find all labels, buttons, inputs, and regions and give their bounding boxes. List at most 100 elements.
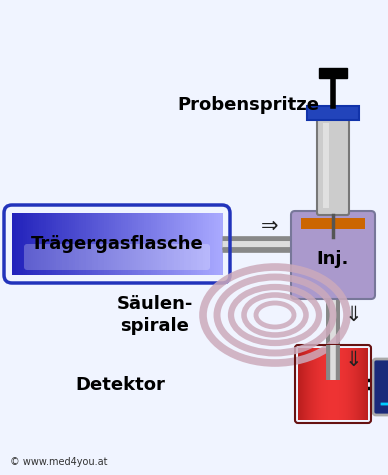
Bar	[203, 213, 206, 275]
Bar	[18, 213, 21, 275]
Bar	[62, 213, 66, 275]
Bar	[73, 213, 76, 275]
Bar	[174, 213, 177, 275]
Bar	[75, 213, 78, 275]
Bar	[81, 213, 85, 275]
Bar	[363, 348, 364, 420]
Bar	[316, 348, 317, 420]
Bar	[56, 213, 59, 275]
Bar	[134, 213, 137, 275]
Bar	[302, 348, 303, 420]
Bar	[144, 213, 147, 275]
Bar	[123, 213, 126, 275]
Bar	[298, 348, 299, 420]
Bar	[71, 213, 74, 275]
Bar	[315, 348, 316, 420]
Text: © www.med4you.at: © www.med4you.at	[10, 457, 107, 467]
Bar	[54, 213, 57, 275]
Bar	[310, 348, 311, 420]
Bar	[69, 213, 72, 275]
Bar	[88, 213, 91, 275]
Bar	[307, 106, 359, 120]
Bar	[12, 213, 15, 275]
Bar	[358, 348, 359, 420]
Bar	[344, 348, 345, 420]
Bar	[205, 213, 208, 275]
Bar	[342, 348, 343, 420]
Text: Inj.: Inj.	[317, 250, 349, 268]
Bar	[92, 213, 95, 275]
Bar	[327, 348, 328, 420]
Bar	[67, 213, 70, 275]
Bar	[321, 348, 322, 420]
Bar	[345, 348, 346, 420]
Bar	[58, 213, 61, 275]
Bar	[343, 348, 344, 420]
Bar	[325, 348, 326, 420]
Text: ⇓: ⇓	[344, 350, 362, 370]
Bar	[60, 213, 63, 275]
Bar	[362, 348, 363, 420]
Text: Trägergasflasche: Trägergasflasche	[31, 235, 203, 253]
Bar	[43, 213, 47, 275]
Bar	[191, 213, 194, 275]
Bar	[354, 348, 355, 420]
Text: ⇒: ⇒	[261, 216, 279, 236]
Bar	[195, 213, 198, 275]
Bar	[328, 348, 329, 420]
Bar	[332, 348, 333, 420]
Bar	[357, 348, 358, 420]
Bar	[48, 213, 51, 275]
Bar	[140, 213, 143, 275]
Bar	[314, 348, 315, 420]
Bar	[16, 213, 19, 275]
Bar	[104, 213, 107, 275]
Bar	[338, 348, 339, 420]
Bar	[326, 348, 327, 420]
Bar	[149, 213, 152, 275]
Bar	[308, 348, 309, 420]
FancyBboxPatch shape	[291, 211, 375, 299]
Bar	[214, 213, 217, 275]
Bar	[366, 348, 367, 420]
Text: Probenspritze: Probenspritze	[177, 96, 319, 114]
Bar	[100, 213, 103, 275]
Bar	[37, 213, 40, 275]
Bar	[165, 213, 168, 275]
Bar	[153, 213, 156, 275]
Bar	[351, 348, 352, 420]
Bar	[322, 348, 323, 420]
Bar	[356, 348, 357, 420]
Bar	[299, 348, 300, 420]
Bar	[360, 348, 361, 420]
Bar	[333, 348, 334, 420]
Bar	[218, 213, 221, 275]
Bar	[301, 218, 365, 229]
Bar	[98, 213, 101, 275]
Bar	[151, 213, 154, 275]
Bar	[161, 213, 164, 275]
Bar	[106, 213, 109, 275]
Bar	[50, 213, 53, 275]
FancyBboxPatch shape	[317, 116, 349, 215]
Bar	[138, 213, 141, 275]
Bar	[303, 348, 304, 420]
Bar	[46, 213, 49, 275]
Bar	[96, 213, 99, 275]
Bar	[109, 213, 112, 275]
Bar	[90, 213, 93, 275]
Bar	[300, 348, 301, 420]
Bar	[163, 213, 166, 275]
Bar	[305, 348, 306, 420]
Bar	[14, 213, 17, 275]
Bar	[35, 213, 38, 275]
Bar	[304, 348, 305, 420]
Text: Detektor: Detektor	[75, 376, 165, 394]
Bar	[31, 213, 34, 275]
Bar	[117, 213, 120, 275]
Bar	[115, 213, 118, 275]
Bar	[334, 348, 335, 420]
Bar	[111, 213, 114, 275]
Bar	[113, 213, 116, 275]
Bar	[77, 213, 80, 275]
